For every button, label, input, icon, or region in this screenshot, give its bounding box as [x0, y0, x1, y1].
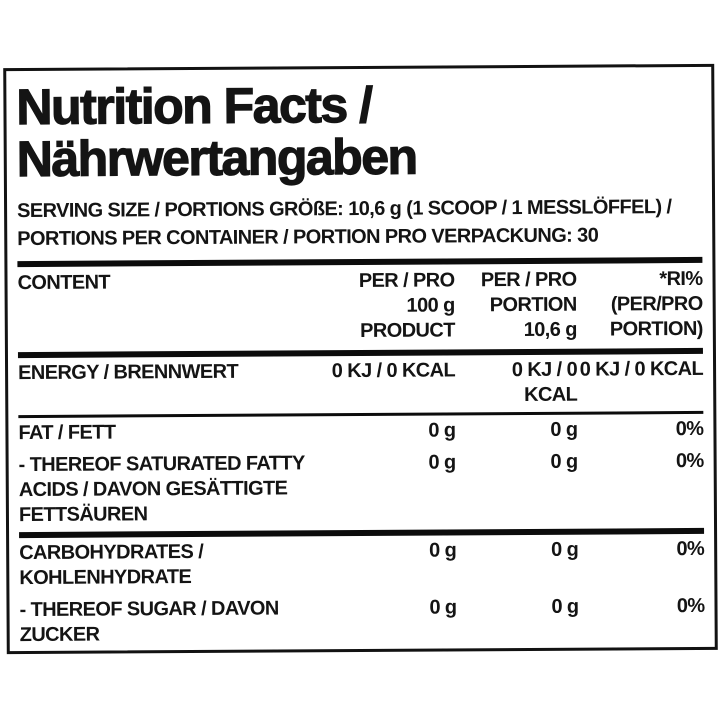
header-per-portion-cell: PER / PRO PORTION 10,6 g — [454, 268, 577, 344]
header-per-portion-line3: 10,6 g — [523, 318, 577, 342]
header-per-100g-line1: PER / PRO — [358, 269, 455, 293]
title-line-english: Nutrition Facts / — [16, 76, 373, 136]
row-value-portion: 0 g — [550, 418, 578, 441]
row-value-per100: 0 g — [429, 596, 457, 619]
row-label: - THEREOF SUGAR / DAVON ZUCKER — [19, 597, 279, 647]
servings-per-container-line: PORTIONS PER CONTAINER / PORTION PRO VER… — [17, 224, 599, 251]
row-value-portion: 0 KJ / 0 KCAL — [511, 358, 578, 407]
label-title: Nutrition Facts / Nährwertangaben — [16, 73, 702, 188]
table-row-energy: ENERGY / BRENNWERT 0 KJ / 0 KCAL 0 KJ / … — [18, 354, 703, 415]
header-ri-cell: *RI% (PER/PRO PORTION) — [576, 267, 703, 343]
nutrition-label: Nutrition Facts / Nährwertangaben SERVIN… — [3, 63, 718, 655]
row-value-ri: 0% — [675, 417, 704, 441]
header-content-cell: CONTENT — [17, 271, 111, 295]
header-ri-line2: (PER/PRO — [610, 292, 703, 316]
table-row-sugar: - THEREOF SUGAR / DAVON ZUCKER 0 g 0 g 0… — [19, 591, 704, 652]
header-per-100g-line3: PRODUCT — [360, 319, 455, 343]
header-ri-line3: PORTION) — [609, 317, 703, 341]
table-header: CONTENT PER / PRO 100 g PRODUCT PER / PR… — [17, 263, 703, 352]
row-value-per100: 0 KJ / 0 KCAL — [331, 359, 456, 383]
row-value-ri: 0% — [676, 537, 705, 561]
table-row-saturated-fat: - THEREOF SATURATED FATTY ACIDS / DAVON … — [19, 446, 704, 532]
row-label: ENERGY / BRENNWERT — [18, 360, 239, 385]
row-label: CARBOHYDRATES / KOHLENHYDRATE — [19, 540, 204, 590]
row-value-portion: 0 g — [550, 538, 579, 561]
row-value-per100: 0 g — [428, 419, 456, 442]
table-row-carbohydrates: CARBOHYDRATES / KOHLENHYDRATE 0 g 0 g 0% — [19, 534, 704, 595]
row-value-per100: 0 g — [428, 539, 457, 562]
header-per-portion-line1: PER / PRO — [480, 268, 577, 292]
serving-info: SERVING SIZE / PORTIONS GRÖßE: 10,6 g (1… — [17, 193, 702, 253]
row-value-ri: 0% — [675, 449, 704, 473]
row-value-per100: 0 g — [428, 451, 456, 474]
row-label: - THEREOF SATURATED FATTY ACIDS / DAVON … — [18, 452, 305, 527]
row-value-ri: 0 KJ / 0 KCAL — [579, 357, 704, 381]
row-label: FAT / FETT — [18, 421, 116, 445]
title-line-german: Nährwertangaben — [16, 128, 417, 188]
serving-size-line: SERVING SIZE / PORTIONS GRÖßE: 10,6 g (1… — [17, 196, 672, 223]
row-value-portion: 0 g — [550, 450, 578, 473]
row-value-ri: 0% — [676, 594, 705, 618]
table-row-fat: FAT / FETT 0 g 0 g 0% — [18, 414, 703, 450]
header-ri-line1: *RI% — [659, 267, 703, 291]
header-per-portion-line2: PORTION — [489, 293, 577, 317]
header-per-100g-cell: PER / PRO 100 g PRODUCT — [324, 268, 455, 344]
row-value-portion: 0 g — [551, 595, 579, 618]
header-per-100g-line2: 100 g — [406, 294, 455, 317]
